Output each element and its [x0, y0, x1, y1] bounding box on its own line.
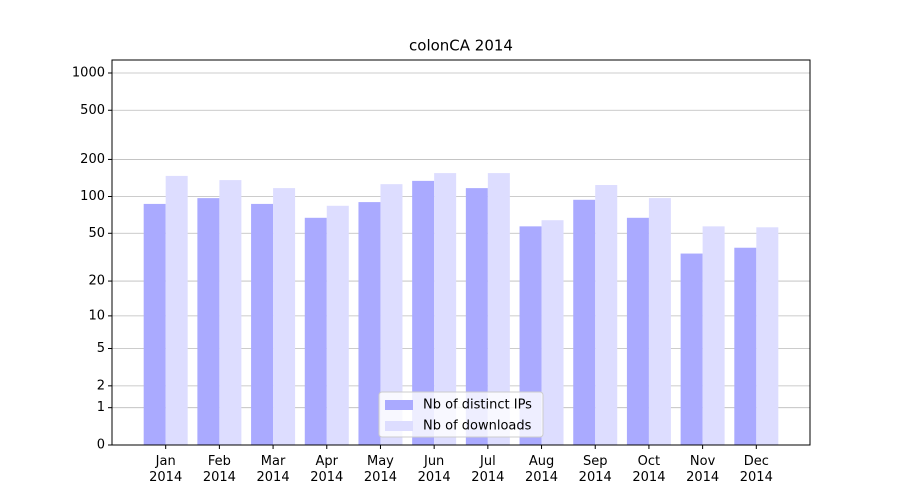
bar	[143, 203, 166, 445]
bar	[541, 220, 564, 445]
bar	[412, 180, 435, 445]
y-tick-label: 0	[97, 438, 105, 453]
bar	[358, 202, 381, 445]
chart-title: colonCA 2014	[409, 37, 513, 55]
bar	[326, 205, 349, 445]
x-tick-label: May 2014	[363, 454, 397, 485]
bar	[251, 203, 274, 445]
bar	[573, 199, 596, 445]
y-tick-label: 500	[80, 103, 105, 118]
y-tick-label: 5	[97, 341, 105, 356]
y-tick-label: 10	[88, 308, 105, 323]
bar	[519, 226, 542, 445]
x-tick-label: Feb 2014	[202, 454, 236, 485]
bar	[756, 227, 779, 445]
bar	[595, 185, 618, 445]
x-tick-label: Jun 2014	[417, 454, 451, 485]
legend-swatch	[385, 400, 413, 410]
y-tick-label: 1	[97, 400, 105, 415]
bar	[304, 217, 327, 445]
x-tick-label: Dec 2014	[739, 454, 773, 485]
legend-label: Nb of distinct IPs	[423, 398, 532, 413]
x-tick-label: Jul 2014	[471, 454, 505, 485]
x-tick-label: Jan 2014	[149, 454, 183, 485]
legend-swatch	[385, 421, 413, 431]
y-tick-label: 100	[80, 189, 105, 204]
bar	[219, 180, 242, 445]
y-tick-label: 200	[80, 152, 105, 167]
bar	[273, 188, 296, 445]
bar	[465, 188, 488, 445]
x-tick-label: Apr 2014	[310, 454, 344, 485]
bar	[648, 198, 671, 445]
bar	[487, 173, 510, 445]
x-tick-label: Mar 2014	[256, 454, 290, 485]
plot-frame	[111, 59, 811, 446]
bar	[197, 198, 220, 445]
bar	[380, 184, 403, 445]
bar	[434, 173, 457, 445]
bar	[165, 175, 188, 446]
bar	[734, 247, 757, 445]
legend-box	[378, 391, 544, 438]
y-tick-label: 1000	[72, 65, 105, 80]
y-tick-label: 2	[97, 378, 105, 393]
y-tick-label: 20	[88, 274, 105, 289]
x-tick-label: Aug 2014	[524, 454, 559, 485]
bar	[702, 226, 725, 445]
x-tick-label: Nov 2014	[686, 454, 720, 485]
legend-label: Nb of downloads	[423, 419, 532, 434]
y-tick-label: 50	[88, 226, 105, 241]
x-tick-label: Sep 2014	[578, 454, 612, 485]
x-tick-label: Oct 2014	[632, 454, 666, 485]
bar	[626, 217, 649, 445]
bar	[680, 253, 703, 445]
